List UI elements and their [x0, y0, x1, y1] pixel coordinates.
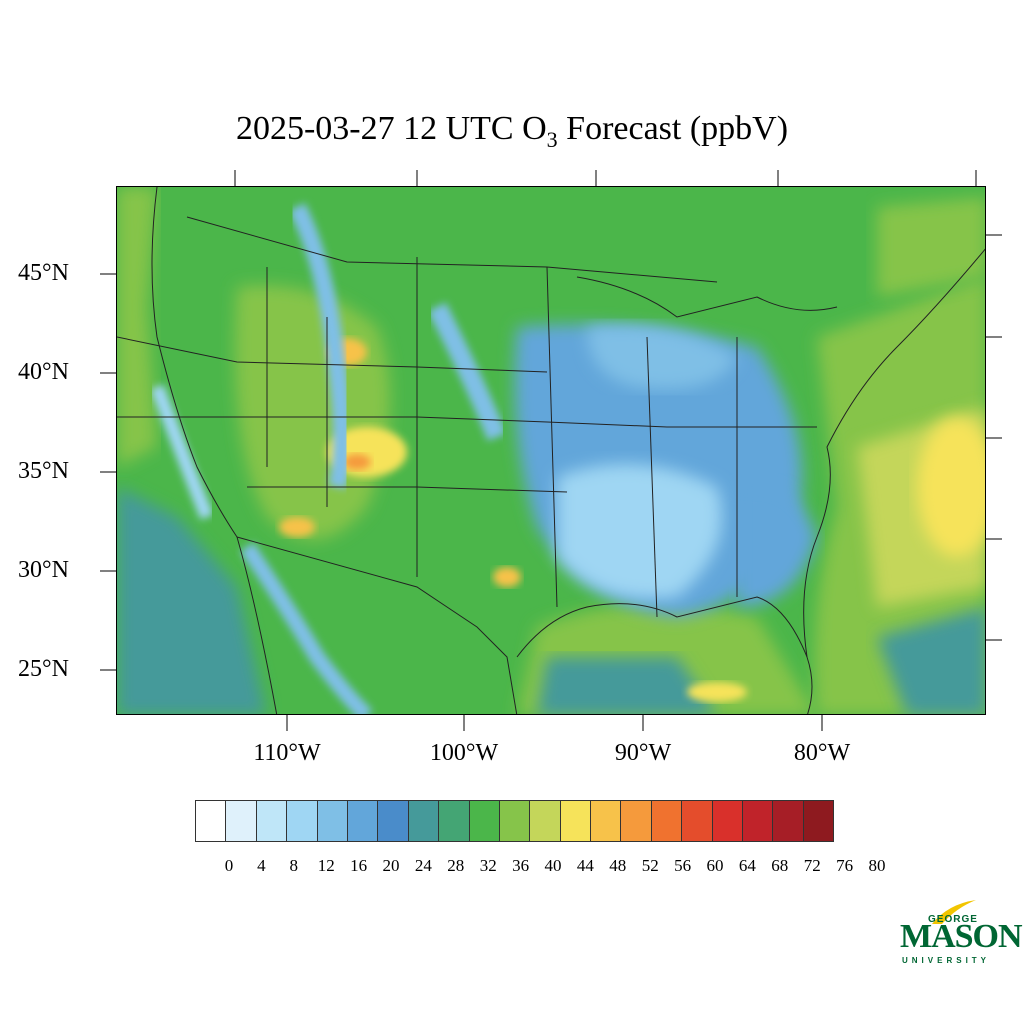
- lon-label-90w: 90°W: [614, 740, 672, 766]
- colorbar-tick-label: 60: [706, 856, 724, 875]
- colorbar-tick-label: 24: [414, 856, 432, 875]
- colorbar-tick-label: 0: [224, 856, 234, 875]
- colorbar-swatch: [498, 800, 531, 842]
- ozone-field: [117, 187, 985, 714]
- colorbar-tick-label: 28: [447, 856, 465, 875]
- lat-label-30n: 30°N: [18, 557, 69, 583]
- ozone-forecast-map: [116, 186, 986, 715]
- colorbar-swatch: [620, 800, 652, 842]
- logo-bottom-text: UNIVERSITY: [902, 956, 991, 965]
- colorbar-swatch: [468, 800, 500, 842]
- colorbar-tick-label: 40: [544, 856, 562, 875]
- colorbar-tick-label: 8: [289, 856, 299, 875]
- colorbar-tick-label: 16: [350, 856, 368, 875]
- colorbar: [195, 800, 835, 842]
- lon-label-100w: 100°W: [429, 740, 499, 766]
- lon-label-80w: 80°W: [793, 740, 851, 766]
- colorbar-swatch: [255, 800, 288, 842]
- colorbar-swatch: [195, 800, 227, 842]
- colorbar-swatch: [529, 800, 561, 842]
- colorbar-tick-label: 72: [803, 856, 821, 875]
- colorbar-tick-label: 20: [382, 856, 400, 875]
- logo-swoosh-icon: [932, 900, 976, 924]
- logo-main-text: MASON: [900, 918, 1023, 955]
- gmu-logo: GEORGE MASON UNIVERSITY: [898, 898, 1023, 970]
- colorbar-swatch: [590, 800, 622, 842]
- colorbar-swatch: [225, 800, 257, 842]
- colorbar-swatch: [559, 800, 592, 842]
- colorbar-tick-label: 56: [674, 856, 692, 875]
- political-boundaries: [117, 187, 985, 714]
- colorbar-swatch: [407, 800, 440, 842]
- colorbar-tick-label: 48: [609, 856, 627, 875]
- colorbar-tick-label: 68: [771, 856, 789, 875]
- colorbar-tick-label: 80: [868, 856, 886, 875]
- colorbar-tick-label: 36: [512, 856, 530, 875]
- map-title: 2025-03-27 12 UTC O3 Forecast (ppbV): [235, 110, 789, 152]
- colorbar-swatch: [316, 800, 348, 842]
- lon-label-110w: 110°W: [253, 740, 321, 766]
- colorbar-swatch: [377, 800, 409, 842]
- colorbar-swatch: [346, 800, 379, 842]
- colorbar-swatch: [286, 800, 318, 842]
- colorbar-swatch: [681, 800, 713, 842]
- colorbar-tick-label: 12: [317, 856, 335, 875]
- lat-label-25n: 25°N: [18, 656, 69, 682]
- colorbar-tick-label: 64: [738, 856, 756, 875]
- colorbar-swatch: [802, 800, 835, 842]
- colorbar-swatch: [650, 800, 683, 842]
- colorbar-swatch: [711, 800, 744, 842]
- colorbar-tick-label: 44: [576, 856, 594, 875]
- colorbar-tick-label: 4: [257, 856, 266, 875]
- lat-label-35n: 35°N: [18, 458, 69, 484]
- colorbar-swatch: [772, 800, 804, 842]
- colorbar-labels: 0 4 8 12 16 20 24 28 32 36 40 44 48 52 56 60 64 68 72 76 80: [196, 856, 916, 876]
- colorbar-tick-label: 52: [641, 856, 659, 875]
- colorbar-swatch: [438, 800, 470, 842]
- colorbar-tick-label: 76: [836, 856, 854, 875]
- lat-label-45n: 45°N: [18, 260, 69, 286]
- lat-label-40n: 40°N: [18, 359, 69, 385]
- colorbar-tick-label: 32: [479, 856, 497, 875]
- colorbar-swatch: [742, 800, 774, 842]
- logo-top-text: GEORGE: [928, 914, 978, 925]
